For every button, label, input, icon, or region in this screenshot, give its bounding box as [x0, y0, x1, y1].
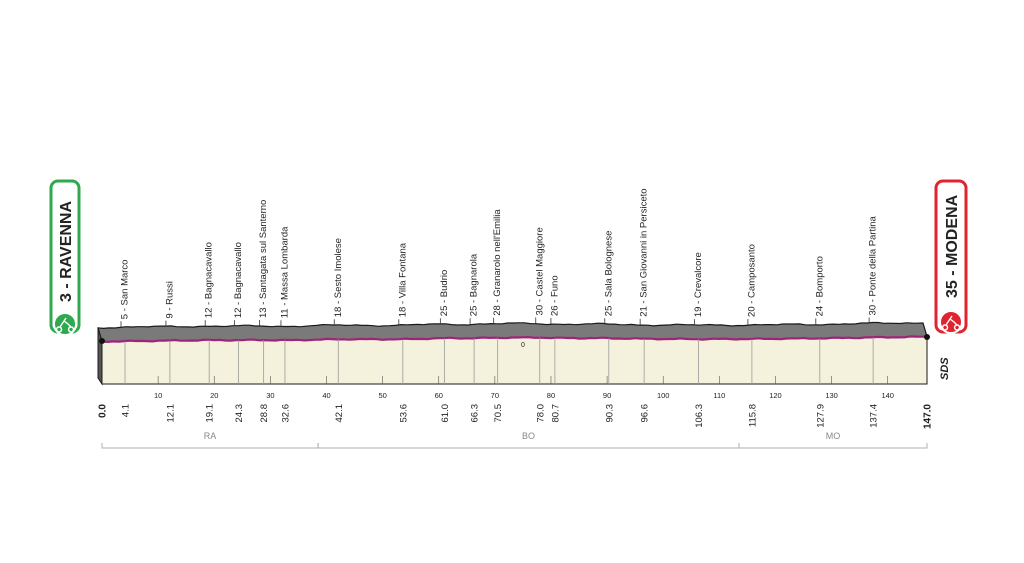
profile-road-line: [101, 335, 928, 344]
axis-tick-label: 40: [322, 391, 330, 400]
km-label: 115.8: [747, 404, 758, 427]
km-label: 24.3: [234, 404, 245, 423]
waypoint-label: 25 - Sala Bolognese: [603, 231, 614, 317]
km-label: 80.7: [550, 404, 561, 423]
axis-ticks: 10 20 30 40 50 60 70 80 90 100 110 120 130 140: [154, 376, 894, 400]
waypoint-label: 11 - Massa Lombarda: [279, 226, 290, 318]
km-label: 61.0: [440, 404, 451, 423]
km-label: 32.6: [280, 404, 291, 423]
waypoint-label: 30 - Castel Maggiore: [534, 227, 545, 315]
waypoint-label: 13 - Santagata sul Santerno: [258, 200, 269, 318]
waypoint-label: 25 - Bagnarola: [469, 253, 480, 316]
km-label: 106.3: [694, 404, 705, 428]
start-point-marker: [99, 338, 105, 344]
waypoint-label: 18 - Villa Fontana: [397, 242, 408, 317]
waypoint-label: 21 - San Giovanni in Persiceto: [639, 188, 650, 316]
km-label: 12.1: [165, 404, 176, 423]
waypoint-label: 25 - Budrio: [439, 270, 450, 316]
sds-logo: SDS: [939, 357, 951, 380]
axis-tick-label: 50: [378, 391, 386, 400]
axis-tick-label: 100: [657, 391, 670, 400]
km-label: 70.5: [493, 404, 504, 423]
province-bracket: [317, 443, 740, 449]
start-badge: 3 - RAVENNA: [49, 179, 81, 336]
waypoint-label: 19 - Crevalcore: [693, 252, 704, 317]
km-label: 137.4: [869, 404, 880, 428]
province-bracket: [738, 443, 928, 449]
profile-area: [101, 335, 928, 385]
km-label: 28.8: [259, 404, 270, 423]
km-label: 96.6: [640, 404, 651, 423]
axis-tick-label: 80: [547, 391, 555, 400]
province-bands: RA BO MO: [101, 431, 928, 449]
start-label: 3 - RAVENNA: [58, 201, 75, 302]
waypoint-label: 26 - Funo: [549, 275, 560, 316]
axis-tick-label: 10: [154, 391, 162, 400]
province-label: RA: [204, 431, 217, 441]
km-label: 19.1: [205, 404, 216, 423]
axis-tick-label: 140: [881, 391, 894, 400]
province-label: BO: [522, 431, 535, 441]
km-label: 147.0: [923, 404, 934, 429]
finish-point-marker: [924, 334, 930, 340]
waypoint-label: 20 - Camposanto: [746, 244, 757, 317]
start-cyclist-glyph: [55, 317, 75, 333]
waypoint-label: 18 - Sesto Imolese: [333, 238, 344, 317]
km-label: 53.6: [398, 404, 409, 423]
axis-tick-label: 60: [435, 391, 443, 400]
waypoint-label: 12 - Bagnacavallo: [233, 242, 244, 318]
km-label: 78.0: [535, 404, 546, 423]
finish-cyclist-icon: [939, 310, 963, 334]
waypoint-labels: 5 - San Marco 9 - Russi 12 - Bagnacavallo 1…: [120, 188, 879, 319]
km-label: 66.3: [470, 404, 481, 423]
waypoint-label: 30 - Ponte della Partina: [868, 215, 879, 315]
finish-badge: 35 - MODENA: [934, 179, 968, 334]
province-bracket: [101, 443, 319, 449]
km-label: 4.1: [121, 404, 132, 417]
km-label: 0.0: [98, 404, 109, 418]
waypoint-label: 5 - San Marco: [120, 260, 131, 320]
axis-tick-label: 90: [603, 391, 611, 400]
finish-cyclist-glyph: [941, 315, 961, 331]
km-label: 90.3: [604, 404, 615, 423]
start-cyclist-icon: [53, 312, 77, 336]
axis-tick-label: 30: [266, 391, 274, 400]
axis-tick-label: 130: [825, 391, 838, 400]
waypoint-lines: [120, 317, 874, 384]
waypoint-label: 12 - Bagnacavallo: [204, 242, 215, 318]
axis-tick-label: 70: [491, 391, 499, 400]
km-label: 42.1: [334, 404, 345, 423]
waypoint-label: 24 - Bomporto: [814, 256, 825, 316]
waypoint-label: 9 - Russi: [164, 281, 175, 318]
axis-tick-label: 20: [210, 391, 218, 400]
axis-tick-label: 120: [769, 391, 782, 400]
finish-label: 35 - MODENA: [944, 194, 961, 298]
waypoint-label: 28 - Granarolo nell'Emilia: [492, 209, 503, 316]
zero-marker: 0: [521, 342, 525, 349]
km-labels: 0.0 4.1 12.1 19.1 24.3 28.8 32.6 42.1 53.6 61.0 66…: [98, 404, 934, 429]
axis-tick-label: 110: [713, 391, 725, 400]
km-label: 127.9: [815, 404, 826, 428]
province-label: MO: [826, 431, 841, 441]
